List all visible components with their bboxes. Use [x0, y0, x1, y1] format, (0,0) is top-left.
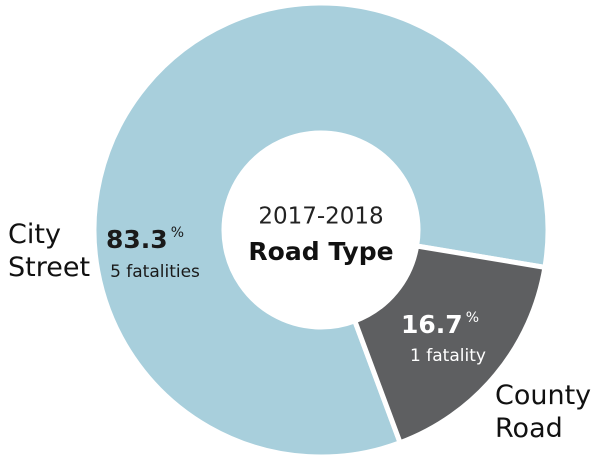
chart-title: Road Type	[248, 237, 393, 266]
donut-slice	[91, 0, 551, 460]
category-label: City Street	[8, 219, 90, 283]
category-label: County Road	[495, 380, 591, 444]
value-sublabel: 1 fatality	[410, 346, 486, 366]
value-unit: %	[171, 225, 184, 241]
chart-subtitle: 2017-2018	[258, 204, 383, 230]
donut-slice	[351, 243, 548, 446]
value-label: 16.7%	[401, 310, 479, 339]
value-sublabel: 5 fatalities	[110, 262, 200, 282]
donut	[91, 0, 551, 460]
value-number: 16.7	[401, 310, 463, 339]
value-label: 83.3%	[106, 225, 184, 254]
value-number: 83.3	[106, 225, 168, 254]
value-unit: %	[466, 310, 479, 326]
